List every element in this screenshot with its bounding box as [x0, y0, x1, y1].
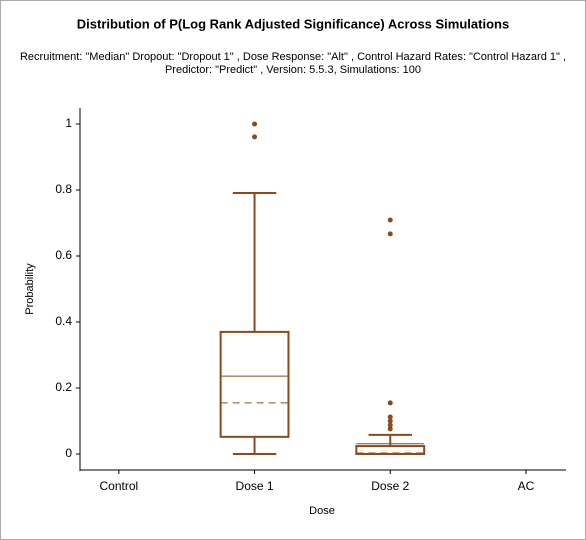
outlier — [387, 231, 393, 237]
y-tick-label: 0.4 — [55, 314, 72, 328]
chart-title: Distribution of P(Log Rank Adjusted Sign… — [77, 16, 509, 31]
y-axis-label: Probability — [24, 263, 36, 315]
outlier — [252, 134, 258, 140]
box — [355, 445, 426, 455]
x-tick-label: Dose 1 — [236, 479, 274, 493]
outlier — [387, 400, 393, 406]
x-tick-label: Control — [100, 479, 139, 493]
outlier — [387, 217, 393, 223]
box — [219, 330, 290, 438]
outlier — [387, 414, 393, 420]
outlier — [252, 121, 258, 127]
outlier — [387, 422, 393, 428]
outlier — [387, 426, 393, 432]
x-tick-label: Dose 2 — [371, 479, 409, 493]
y-tick-label: 0 — [65, 446, 72, 460]
y-tick-label: 0.6 — [55, 248, 72, 262]
x-axis-label: Dose — [309, 505, 335, 517]
y-tick-label: 0.8 — [55, 182, 72, 196]
outlier — [387, 418, 393, 424]
subtitle: Predictor: "Predict" , Version: 5.5.3, S… — [165, 64, 421, 76]
y-tick-label: 1 — [65, 116, 72, 130]
x-tick-label: AC — [518, 479, 535, 493]
y-tick-label: 0.2 — [55, 380, 72, 394]
subtitle: Recruitment: "Median" Dropout: "Dropout … — [20, 51, 566, 63]
